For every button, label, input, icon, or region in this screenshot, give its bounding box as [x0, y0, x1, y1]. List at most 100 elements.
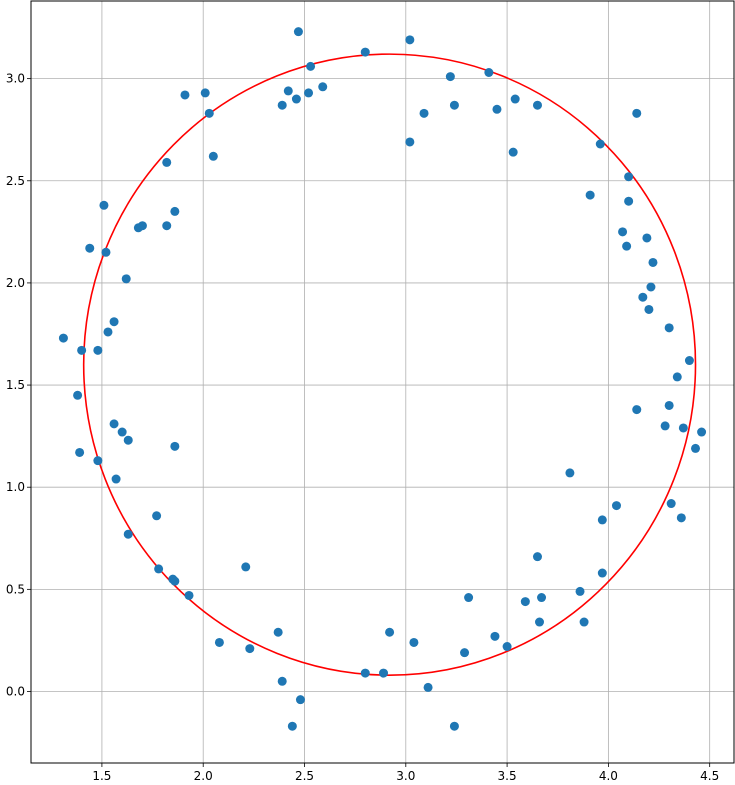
scatter-point [304, 88, 314, 98]
scatter-point [664, 400, 674, 410]
scatter-point [306, 61, 316, 71]
x-tick-label: 1.5 [92, 769, 111, 783]
x-tick-label: 3.5 [498, 769, 517, 783]
scatter-point [117, 427, 127, 437]
scatter-point [597, 568, 607, 578]
scatter-point [575, 586, 585, 596]
scatter-point [111, 474, 121, 484]
scatter-point [180, 90, 190, 100]
scatter-point [449, 721, 459, 731]
scatter-point [666, 499, 676, 509]
scatter-point [532, 100, 542, 110]
scatter-point [648, 257, 658, 267]
scatter-point [214, 637, 224, 647]
scatter-point [409, 637, 419, 647]
scatter-point [170, 206, 180, 216]
scatter-point [99, 200, 109, 210]
scatter-point [622, 241, 632, 251]
y-axis-ticks: 0.0 0.5 1.0 1.5 2.0 2.5 3.0 [6, 72, 31, 698]
scatter-point [123, 435, 133, 445]
scatter-point [283, 86, 293, 96]
y-tick-label: 2.5 [6, 174, 25, 188]
scatter-point [93, 345, 103, 355]
scatter-point [93, 456, 103, 466]
scatter-point [423, 682, 433, 692]
x-tick-label: 2.5 [295, 769, 314, 783]
scatter-point [508, 147, 518, 157]
scatter-point [184, 590, 194, 600]
scatter-point [170, 576, 180, 586]
scatter-point [664, 323, 674, 333]
scatter-point [109, 317, 119, 327]
scatter-point [644, 304, 654, 314]
scatter-point [75, 447, 85, 457]
scatter-point [101, 247, 111, 257]
scatter-point [360, 668, 370, 678]
scatter-point [449, 100, 459, 110]
scatter-point [73, 390, 83, 400]
data-points-layer [58, 27, 707, 731]
plot-frame [30, 0, 735, 764]
scatter-point [277, 676, 287, 686]
scatter-point [672, 372, 682, 382]
scatter-point [318, 82, 328, 92]
scatter-point [121, 274, 131, 284]
y-tick-label: 0.0 [6, 684, 25, 698]
scatter-point [632, 108, 642, 118]
fitted-circle [82, 53, 697, 676]
scatter-point [287, 721, 297, 731]
scatter-point [405, 35, 415, 45]
scatter-point [162, 221, 172, 231]
scatter-point [618, 227, 628, 237]
scatter-point [241, 562, 251, 572]
scatter-point [638, 292, 648, 302]
x-tick-label: 4.0 [599, 769, 618, 783]
scatter-point [103, 327, 113, 337]
scatter-point [678, 423, 688, 433]
scatter-point [85, 243, 95, 253]
scatter-point [532, 552, 542, 562]
scatter-point [204, 108, 214, 118]
scatter-point [405, 137, 415, 147]
scatter-point [624, 172, 634, 182]
scatter-point [492, 104, 502, 114]
y-tick-label: 1.0 [6, 480, 25, 494]
y-tick-label: 1.5 [6, 378, 25, 392]
scatter-point [208, 151, 218, 161]
scatter-point [77, 345, 87, 355]
scatter-point [484, 68, 494, 78]
scatter-point [419, 108, 429, 118]
scatter-point [154, 564, 164, 574]
scatter-point [291, 94, 301, 104]
scatter-point [660, 421, 670, 431]
scatter-point [646, 282, 656, 292]
scatter-point [691, 443, 701, 453]
scatter-point [520, 597, 530, 607]
scatter-point [464, 593, 474, 603]
scatter-point [162, 157, 172, 167]
y-tick-label: 3.0 [6, 72, 25, 86]
scatter-point [676, 513, 686, 523]
scatter-point [460, 648, 470, 658]
scatter-point [295, 695, 305, 705]
x-tick-label: 2.0 [194, 769, 213, 783]
scatter-point [642, 233, 652, 243]
scatter-point [293, 27, 303, 37]
scatter-point [360, 47, 370, 57]
grid-lines [31, 1, 734, 763]
scatter-point [385, 627, 395, 637]
fitted-circle-layer [82, 53, 697, 676]
scatter-point [624, 196, 634, 206]
x-axis-ticks: 1.5 2.0 2.5 3.0 3.5 4.0 4.5 [92, 763, 719, 783]
scatter-point [597, 515, 607, 525]
scatter-point [273, 627, 283, 637]
scatter-point [109, 419, 119, 429]
scatter-point [502, 642, 512, 652]
scatter-point [200, 88, 210, 98]
scatter-point [585, 190, 595, 200]
scatter-point [684, 356, 694, 366]
x-tick-label: 3.0 [396, 769, 415, 783]
scatter-point [535, 617, 545, 627]
scatter-point [565, 468, 575, 478]
